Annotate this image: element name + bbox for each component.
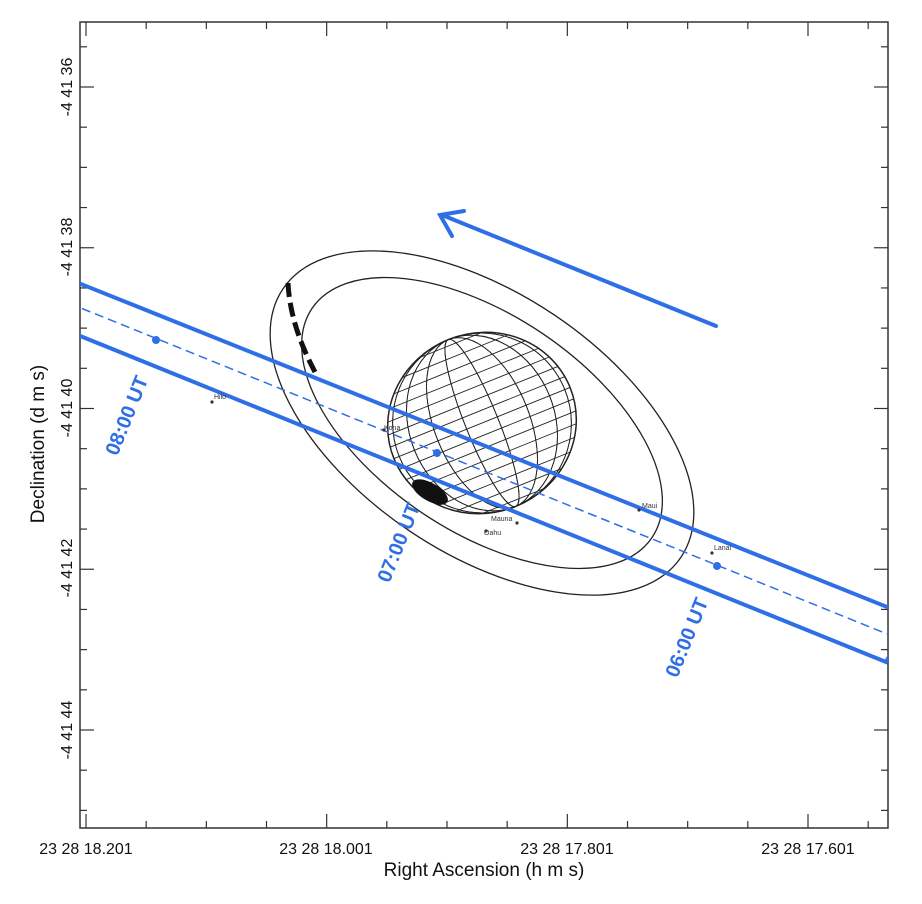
pole-cluster [412,479,448,505]
station-label: Hilo [214,394,226,401]
station-dots [210,400,714,555]
x-tick-label: 23 28 18.201 [39,841,133,858]
y-tick-label: -4 41 40 [59,379,76,438]
globe-parallel [418,331,483,359]
globe-parallel [389,376,566,448]
time-label-0800: 08:00 UT [102,373,154,459]
outer-ring [269,250,695,596]
y-tick-label: -4 41 38 [59,218,76,277]
station-label: Oahu [484,530,501,537]
y-tick-label: -4 41 44 [59,701,76,760]
y-tick-labels: -4 41 36 -4 41 38 -4 41 40 -4 41 42 -4 4… [59,58,76,760]
time-label-0600: 06:00 UT [662,595,714,681]
station-label: Maui [642,503,658,510]
y-axis-title: Declination (d m s) [28,365,49,523]
axis-ticks [80,22,888,828]
globe-parallel [387,366,559,436]
station-label: Mauna [491,516,513,523]
globe-parallel [387,356,550,423]
globe-parallel [405,410,577,480]
globe-parallel [393,340,526,395]
globe-parallel [481,487,546,515]
globe-parallel [414,423,577,490]
x-tick-label: 23 28 18.001 [279,841,373,858]
time-marker-0700 [433,449,441,457]
station-label: Lanai [714,545,732,552]
occultation-path-box [80,281,888,665]
occultation-centerline [80,306,888,636]
planet-globe [386,331,578,515]
globe-parallel [389,347,539,410]
x-axis-title: Right Ascension (h m s) [384,860,585,881]
globe-parallel [402,334,509,379]
station-label: Kona [384,425,400,432]
globe-parallel [455,467,562,512]
y-tick-label: -4 41 36 [59,58,76,117]
inner-ring [300,276,664,570]
x-tick-labels: 23 28 18.201 23 28 18.001 23 28 17.801 2… [39,841,855,858]
x-tick-label: 23 28 17.801 [520,841,614,858]
time-marker-0800 [152,336,160,344]
time-label-0700: 07:00 UT [374,500,426,586]
plot-frame [79,21,889,829]
station-labels: Hilo Kona Mauna Maui Lanai Oahu [214,394,732,552]
x-tick-label: 23 28 17.601 [761,841,855,858]
ring-dashed-segment [285,282,318,374]
time-marker-0600 [713,562,721,570]
direction-arrow [436,209,718,328]
y-tick-label: -4 41 42 [59,539,76,598]
globe-parallel [398,398,575,470]
